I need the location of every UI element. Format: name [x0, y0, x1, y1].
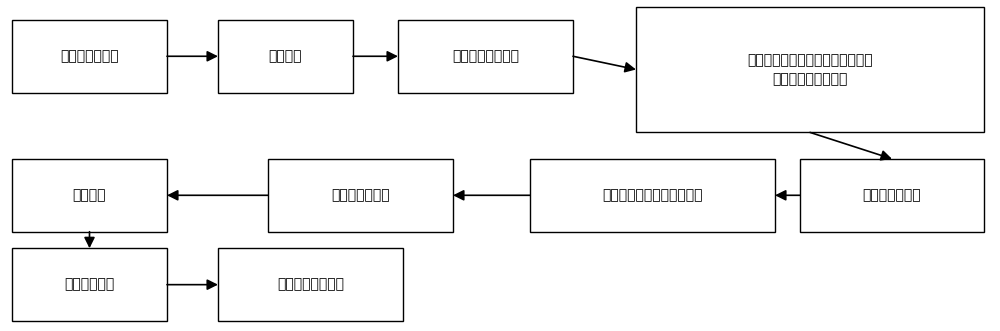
Bar — [800, 159, 984, 232]
Text: 飞机调节横向水平: 飞机调节横向水平 — [452, 49, 519, 63]
Text: 利用支撑装置替换前起落架支柱，
将连接件与机体相连: 利用支撑装置替换前起落架支柱， 将连接件与机体相连 — [747, 53, 873, 86]
Bar — [218, 20, 353, 93]
Text: 高度调整: 高度调整 — [73, 188, 106, 202]
Bar — [12, 159, 167, 232]
Text: 飞机顶升: 飞机顶升 — [269, 49, 302, 63]
Text: 安装系留钢索: 安装系留钢索 — [64, 278, 115, 292]
Bar — [218, 248, 403, 321]
Text: 飞机牵引至靶场: 飞机牵引至靶场 — [60, 49, 119, 63]
Bar — [530, 159, 775, 232]
Bar — [268, 159, 453, 232]
Bar — [12, 248, 167, 321]
Bar — [636, 7, 984, 132]
Text: 对接并固定连接件与支撑件: 对接并固定连接件与支撑件 — [602, 188, 703, 202]
Bar — [12, 20, 167, 93]
Bar — [398, 20, 573, 93]
Text: 飞机姿态调整完成: 飞机姿态调整完成 — [277, 278, 344, 292]
Text: 移出机头千斤顶: 移出机头千斤顶 — [331, 188, 390, 202]
Text: 降低机头千斤顶: 降低机头千斤顶 — [863, 188, 921, 202]
